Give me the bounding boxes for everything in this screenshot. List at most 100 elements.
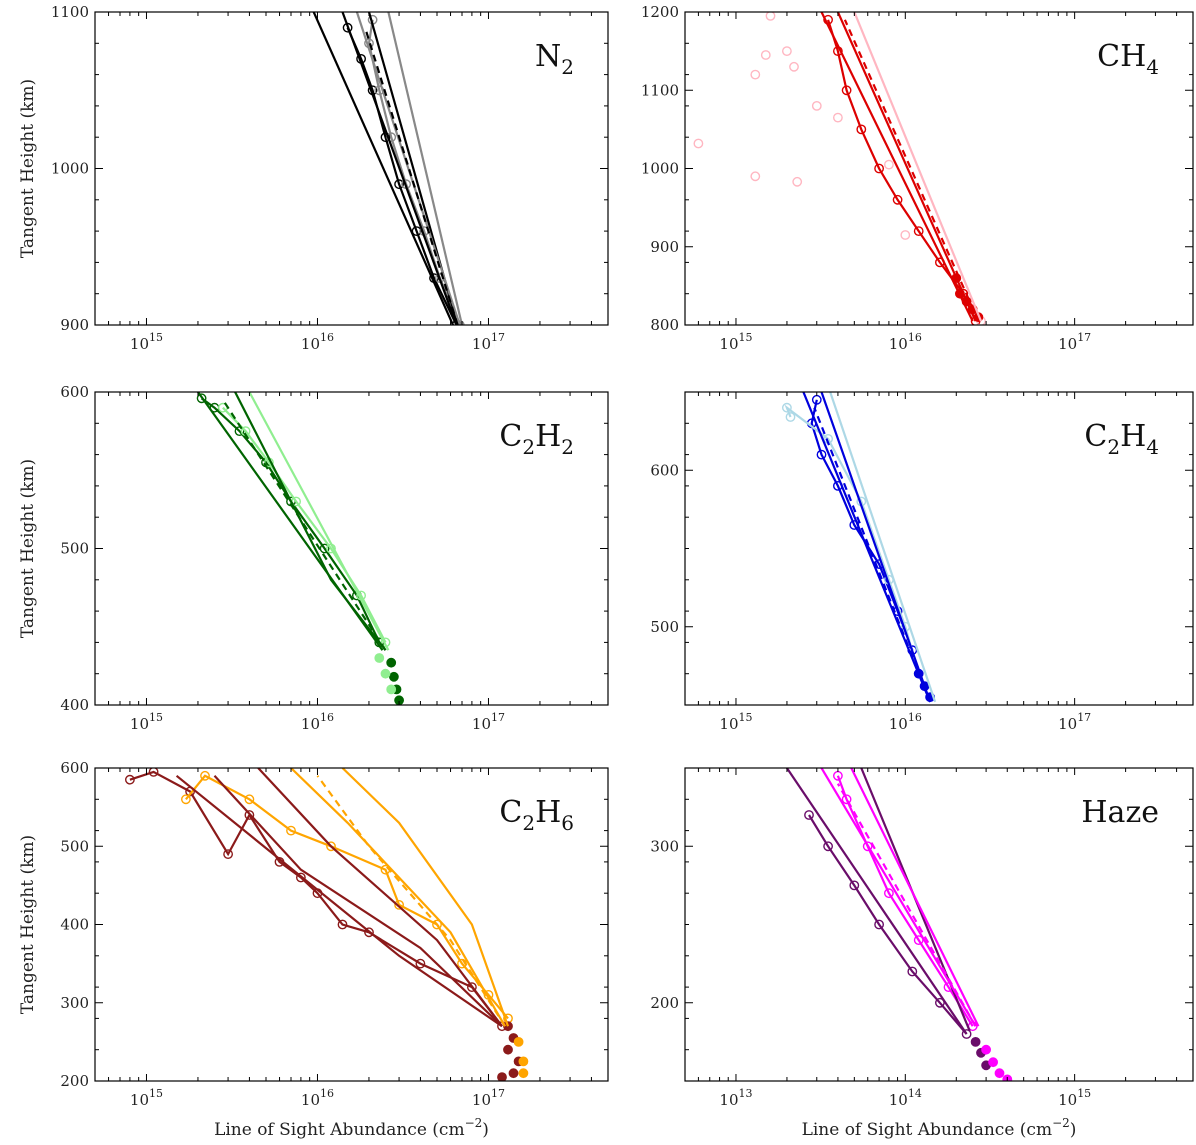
data-point-3-3: [503, 1044, 513, 1055]
data-point-2-7: [785, 412, 796, 422]
series-line-5: [175, 774, 503, 1028]
data-point-3-5: [508, 1068, 519, 1079]
y-tick-label: 900: [650, 238, 679, 256]
data-point-2-3: [913, 935, 924, 945]
x-tick-label: 1015: [130, 711, 163, 733]
plot-area: [785, 768, 1013, 1081]
data-point-1-1: [961, 1029, 972, 1039]
data-point-4-1: [981, 1044, 991, 1055]
data-point-2-9: [884, 159, 894, 170]
data-point-3-1: [386, 657, 397, 668]
y-tick-label: 1200: [641, 3, 679, 21]
data-point-3-1: [970, 1037, 981, 1047]
y-axis-label: Tangent Height (km): [18, 79, 38, 258]
y-tick-label: 900: [60, 316, 89, 334]
y-tick-label: 600: [650, 461, 679, 479]
data-point-4-1: [374, 653, 385, 663]
data-point-2-7: [811, 101, 822, 111]
data-point-4-3: [994, 1068, 1005, 1079]
panel-label: N2: [535, 39, 574, 79]
series-line-7: [257, 768, 503, 1027]
series-line-4: [802, 392, 932, 703]
series-line-6: [829, 392, 937, 703]
series-line-8: [850, 768, 980, 1027]
x-tick-label: 1017: [472, 331, 505, 353]
data-point-2-6: [782, 402, 792, 413]
plot-area: [782, 392, 937, 703]
plot-area: [312, 12, 465, 325]
y-tick-label: 200: [60, 1072, 89, 1090]
data-point-1-5: [244, 810, 255, 820]
series-line-7: [355, 12, 461, 325]
x-tick-label: 1016: [301, 1087, 334, 1109]
y-tick-label: 1000: [641, 160, 679, 178]
data-point-4-1: [513, 1037, 524, 1047]
data-point-1-3: [907, 966, 918, 977]
data-point-1-7: [295, 872, 306, 883]
y-tick-label: 600: [60, 759, 89, 777]
x-tick-label: 1017: [1058, 711, 1091, 733]
series-line-8: [364, 27, 459, 325]
data-point-2-8: [833, 112, 843, 123]
y-tick-label: 500: [60, 540, 89, 558]
y-tick-label: 1100: [641, 81, 679, 99]
data-point-2-12: [760, 50, 771, 60]
y-tick-label: 1100: [51, 3, 89, 21]
x-tick-label: 1015: [1058, 1087, 1091, 1109]
y-tick-label: 400: [60, 696, 89, 714]
data-point-2-4: [765, 12, 776, 21]
y-tick-label: 500: [60, 837, 89, 855]
series-line-7: [843, 19, 980, 322]
series-line-5: [836, 12, 977, 322]
y-tick-label: 300: [650, 837, 679, 855]
data-point-4-3: [386, 684, 397, 695]
series-line-4: [341, 12, 458, 325]
series-line-7: [813, 407, 932, 703]
series-line-2: [222, 406, 387, 643]
panel-label: Haze: [1081, 795, 1159, 830]
data-point-2-5: [862, 841, 873, 852]
series-line-8: [221, 399, 387, 651]
y-axis-label: Tangent Height (km): [18, 459, 38, 638]
series-line-3: [312, 12, 455, 325]
data-point-2-6: [841, 794, 852, 805]
data-point-2-13: [789, 61, 799, 72]
x-tick-label: 1014: [889, 1087, 922, 1109]
series-line-2: [784, 404, 920, 675]
data-point-2-10: [900, 230, 911, 240]
series-line-10: [316, 775, 506, 1027]
x-tick-label: 1015: [719, 711, 752, 733]
y-tick-label: 300: [60, 994, 89, 1012]
data-point-1-4: [874, 919, 884, 930]
x-tick-label: 1017: [1058, 331, 1091, 353]
chart-panel-5: 1015 1016 1017 200 300 400 500 600 C2H6 Tangent H…: [18, 759, 609, 1140]
x-tick-label: 1015: [719, 331, 752, 353]
plot-area: [693, 12, 986, 325]
data-point-1-7: [856, 124, 867, 135]
data-point-1-2: [148, 768, 159, 777]
series-line-7: [248, 392, 390, 651]
data-point-1-8: [841, 85, 852, 96]
panel-label: CH4: [1097, 39, 1159, 79]
data-point-1-5: [849, 880, 860, 891]
series-line-1: [346, 27, 458, 325]
data-point-1-10: [364, 927, 374, 938]
data-point-1-4: [394, 179, 404, 190]
data-point-1-6: [874, 163, 884, 174]
series-line-8: [290, 768, 506, 1027]
data-point-2-3: [750, 69, 761, 80]
series-line-9: [341, 768, 510, 1027]
data-point-2-5: [782, 46, 792, 56]
x-tick-label: 1015: [130, 1087, 163, 1109]
data-point-3-6: [497, 1072, 507, 1081]
x-tick-label: 1016: [301, 331, 334, 353]
y-tick-label: 1000: [51, 160, 89, 178]
panel-label: C2H4: [1084, 419, 1159, 459]
chart-panel-1: 1015 1016 1017 900 1000 1100 N2 Tangent Height …: [18, 3, 609, 353]
data-point-2-2: [750, 171, 761, 182]
y-tick-label: 600: [60, 383, 89, 401]
x-tick-label: 1013: [719, 1087, 752, 1109]
data-point-2-1: [693, 138, 704, 149]
y-tick-label: 500: [650, 618, 679, 636]
data-point-3-2: [388, 671, 399, 682]
